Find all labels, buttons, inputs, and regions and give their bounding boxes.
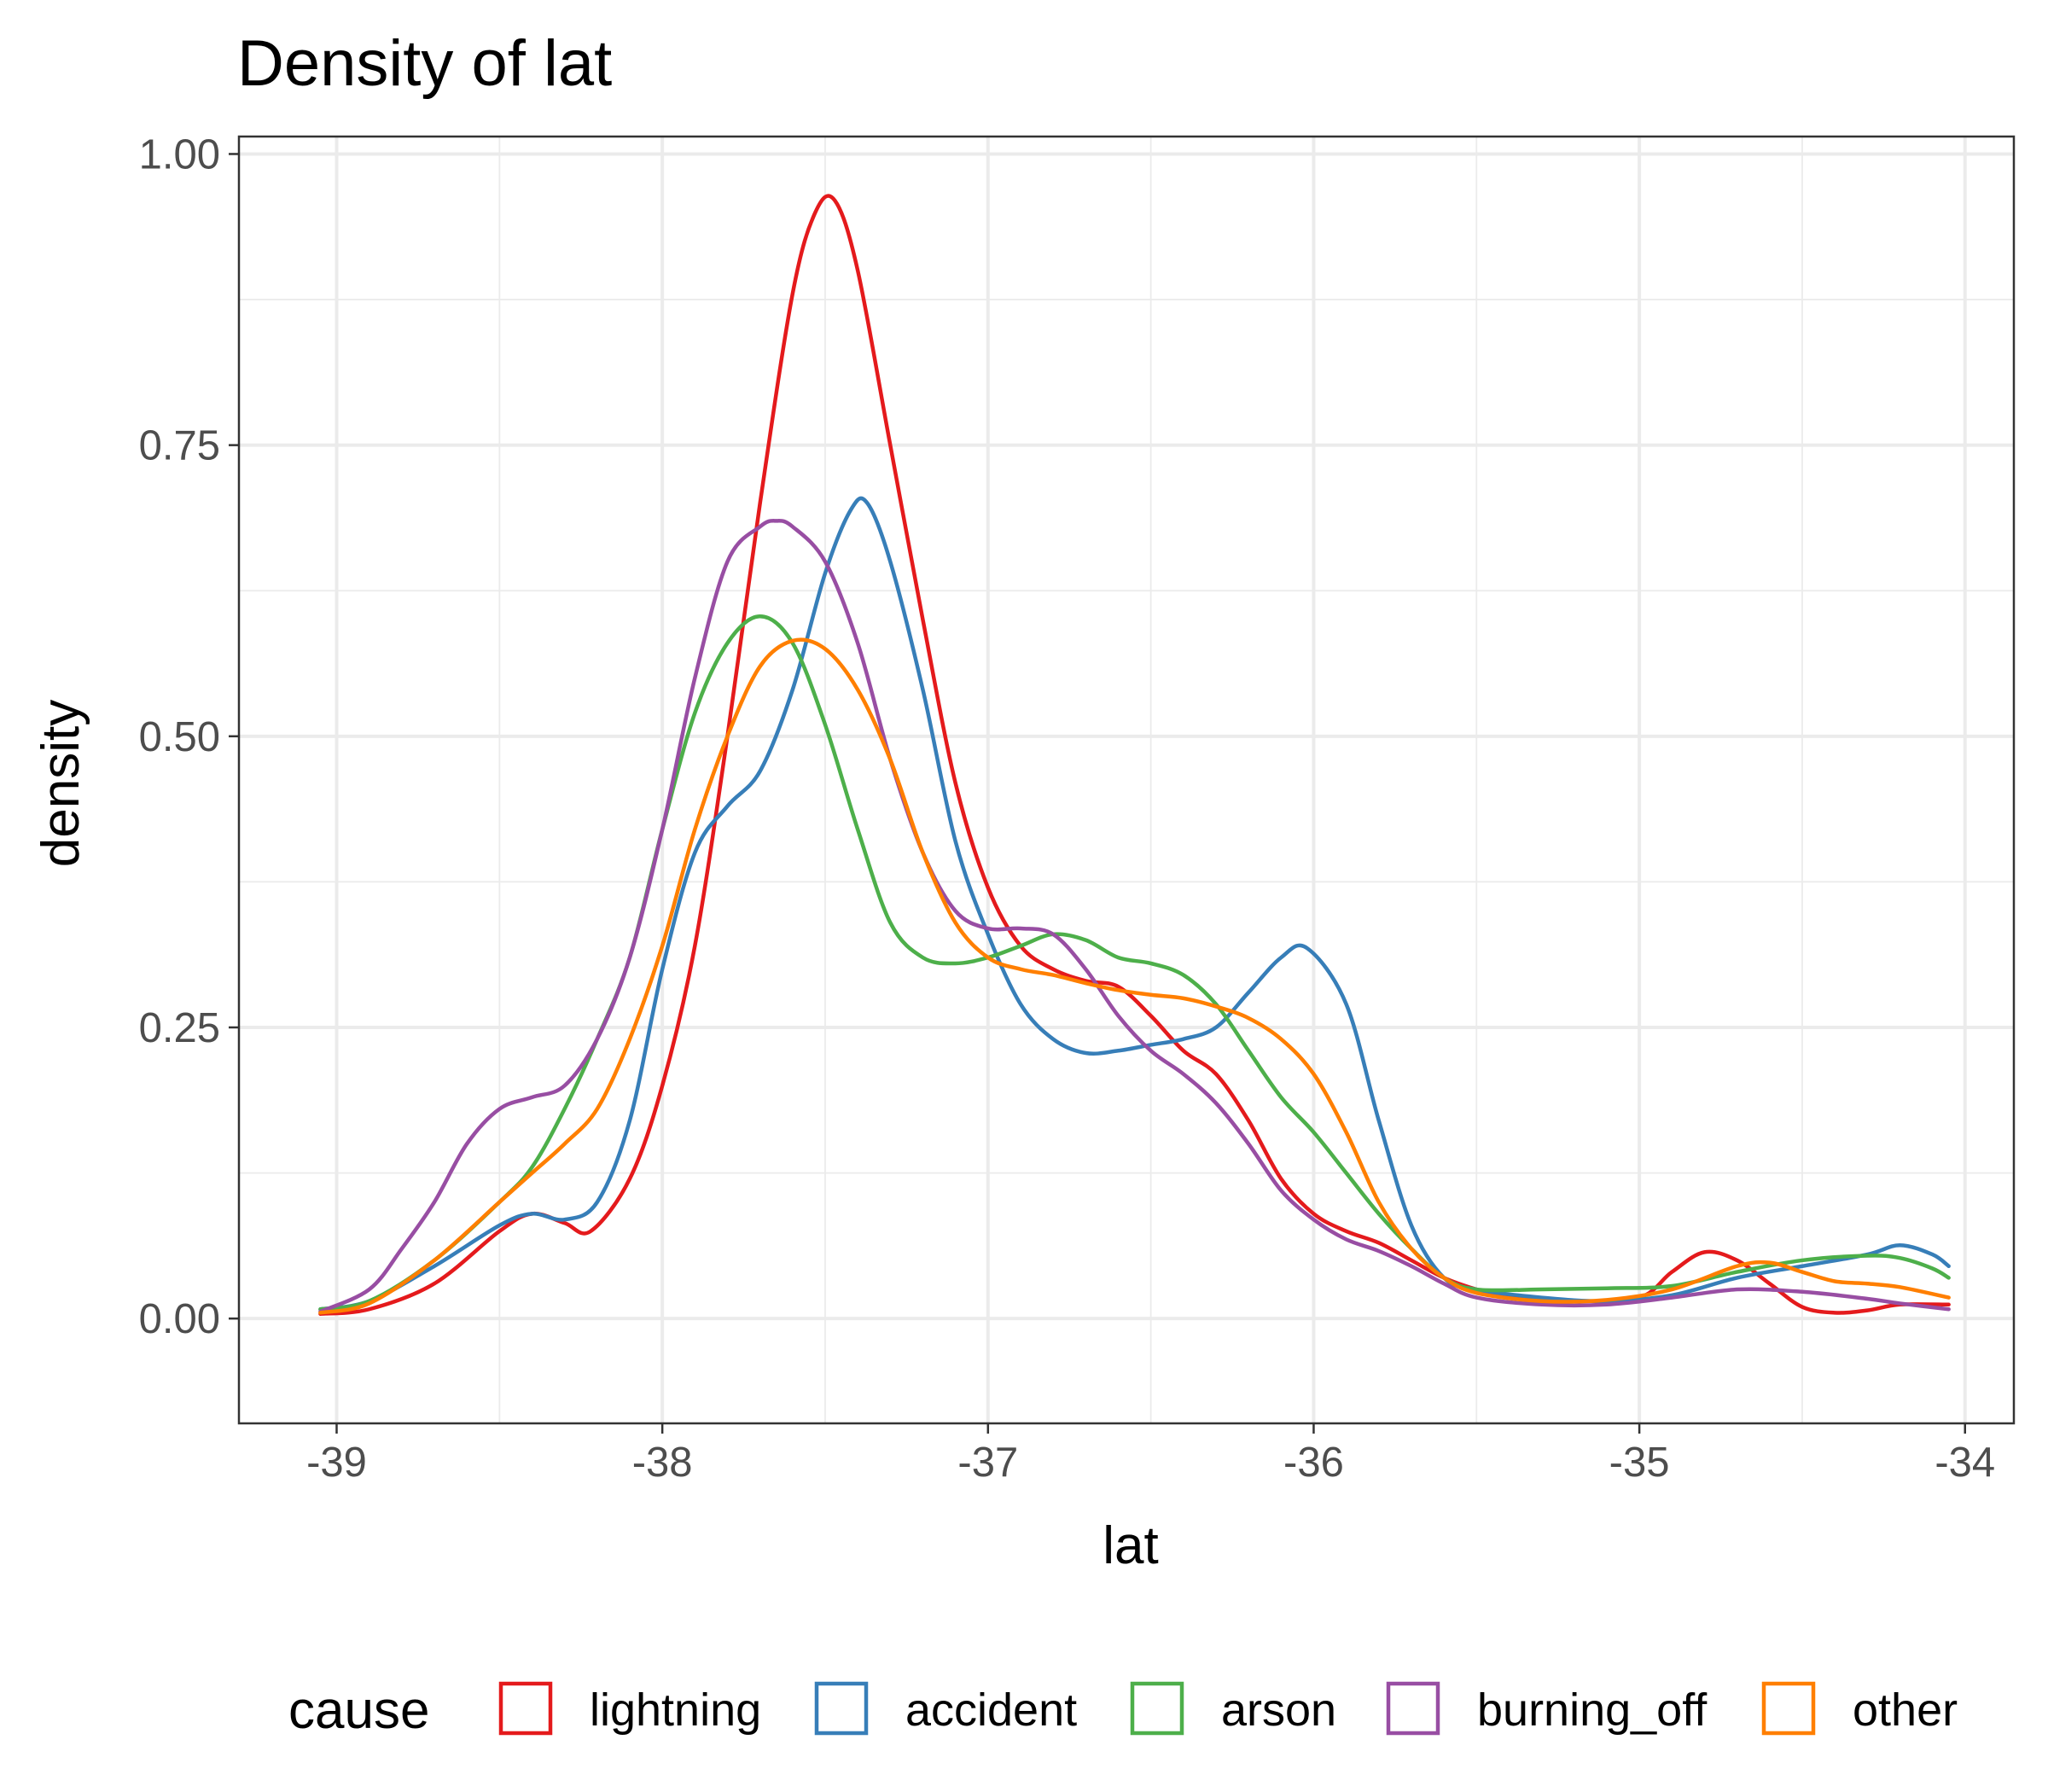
legend-key-arson [1130,1681,1184,1736]
y-axis: 0.00 0.25 0.50 0.75 1.00 [139,131,239,1342]
x-tick-label: -38 [632,1440,693,1486]
y-tick-label: 1.00 [139,131,220,177]
chart-title: Density of lat [237,27,612,100]
y-tick-label: 0.75 [139,423,220,469]
x-tick-label: -34 [1935,1440,1995,1486]
x-tick-label: -36 [1283,1440,1344,1486]
x-tick-label: -37 [957,1440,1018,1486]
series-line-other [318,637,1951,1315]
legend-key-accident [814,1681,869,1736]
y-tick-label: 0.50 [139,714,220,760]
legend: cause lightning accident arson burning_off o… [288,1681,1958,1740]
legend-label-arson: arson [1221,1684,1336,1736]
y-tick-label: 0.25 [139,1005,220,1051]
series-layer [318,194,1951,1316]
legend-label-other: other [1853,1684,1958,1736]
x-axis-title: lat [1103,1516,1158,1575]
x-tick-label: -39 [306,1440,367,1486]
y-tick-label: 0.00 [139,1296,220,1342]
legend-title: cause [288,1681,429,1740]
legend-label-burning-off: burning_off [1477,1684,1708,1736]
legend-label-accident: accident [905,1684,1077,1736]
series-line-burning-off [318,519,1951,1314]
legend-label-lightning: lightning [590,1684,761,1736]
x-axis: -39 -38 -37 -36 -35 -34 [306,1423,1995,1486]
x-tick-label: -35 [1609,1440,1670,1486]
y-axis-title: density [32,700,90,867]
series-line-accident [318,496,1951,1312]
plot-panel-border [237,135,2016,1425]
legend-key-other [1761,1681,1816,1736]
legend-key-burning-off [1386,1681,1440,1736]
legend-key-lightning [498,1681,553,1736]
